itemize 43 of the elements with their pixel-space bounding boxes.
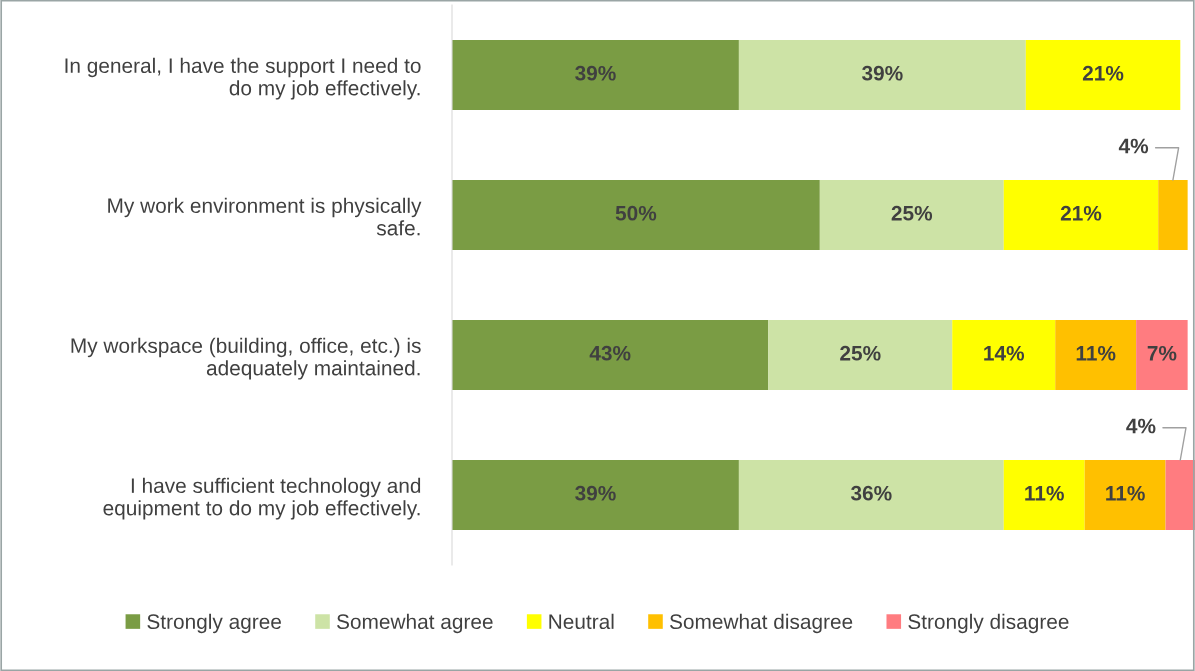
- bar: [952, 320, 1056, 390]
- bar: [738, 460, 1004, 530]
- bar: [452, 180, 820, 250]
- bar: [738, 40, 1026, 110]
- bar: [819, 180, 1004, 250]
- data-label: 21%: [1060, 205, 1102, 221]
- legend-label: Somewhat agree: [337, 613, 493, 634]
- data-label: 25%: [840, 345, 881, 361]
- legend-label: Strongly disagree: [908, 613, 1069, 634]
- data-label: 21%: [1082, 65, 1124, 81]
- bar: [1003, 180, 1159, 250]
- data-label: 39%: [575, 485, 616, 501]
- bar: [1055, 320, 1137, 390]
- data-label: 43%: [589, 345, 631, 361]
- data-label: 39%: [575, 65, 616, 81]
- data-label: 4%: [1118, 138, 1149, 154]
- data-label: 36%: [850, 485, 892, 501]
- y-tick-label: I have sufficient technology and equipment to do my job effectively.: [103, 477, 421, 520]
- data-label: 4%: [1126, 418, 1156, 434]
- bar: [1025, 40, 1181, 110]
- y-tick-label: My work environment is physically safe.: [108, 197, 422, 236]
- bar: [1136, 320, 1188, 390]
- bar: [1084, 460, 1166, 530]
- bar: [452, 320, 769, 390]
- data-label: 7%: [1147, 345, 1177, 361]
- data-label: 11%: [1025, 485, 1064, 501]
- legend-label: Strongly agree: [147, 613, 281, 634]
- data-label: 39%: [861, 65, 903, 81]
- bar: [768, 320, 953, 390]
- data-label: 11%: [1106, 485, 1145, 501]
- y-tick-label: My workspace (building, office, etc.) is adequately maintained.: [71, 337, 421, 380]
- bar: [1165, 460, 1195, 530]
- y-tick-label: In general, I have the support I need to do my job effectively.: [65, 57, 421, 100]
- bar: [1003, 460, 1085, 530]
- bar: [452, 40, 739, 110]
- data-label: 14%: [984, 345, 1025, 361]
- bar: [1158, 180, 1188, 250]
- legend-label: Somewhat disagree: [669, 613, 853, 634]
- legend-label: Neutral: [549, 613, 614, 630]
- data-label: 25%: [891, 205, 933, 221]
- data-label: 50%: [615, 205, 657, 221]
- bar: [452, 460, 739, 530]
- data-label: 11%: [1076, 345, 1116, 361]
